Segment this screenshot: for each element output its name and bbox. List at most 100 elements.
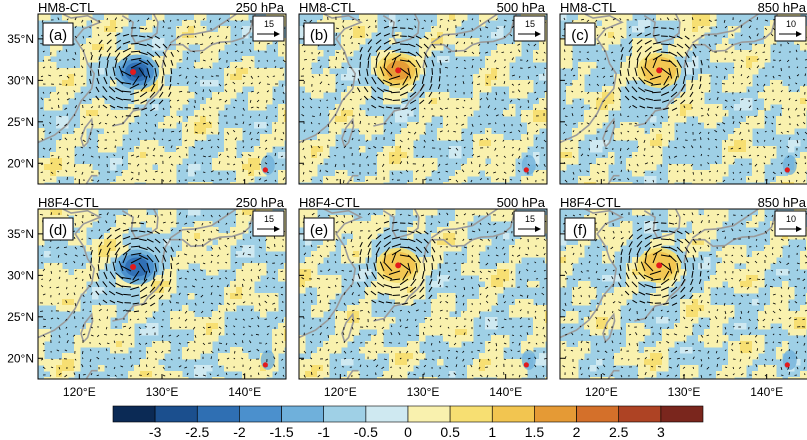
wind-vector bbox=[409, 99, 417, 104]
field-cell bbox=[68, 74, 75, 81]
field-cell bbox=[680, 164, 687, 171]
field-cell bbox=[590, 128, 597, 135]
field-cell bbox=[212, 251, 219, 258]
wind-vector bbox=[123, 293, 132, 296]
field-cell bbox=[74, 182, 81, 184]
field-cell bbox=[80, 164, 87, 171]
wind-vector bbox=[98, 308, 102, 312]
wind-vector bbox=[122, 252, 128, 264]
wind-vector bbox=[407, 179, 410, 183]
field-cell bbox=[200, 116, 207, 123]
field-cell bbox=[311, 140, 318, 147]
wind-vector bbox=[358, 19, 361, 21]
wind-vector bbox=[780, 179, 783, 184]
field-cell bbox=[758, 62, 765, 69]
wind-vector bbox=[631, 95, 638, 101]
wind-vector bbox=[73, 260, 76, 264]
field-cell bbox=[335, 182, 342, 184]
field-cell bbox=[80, 215, 87, 222]
field-cell bbox=[116, 335, 123, 342]
field-cell bbox=[401, 146, 408, 153]
field-cell bbox=[44, 365, 51, 372]
wind-vector bbox=[128, 19, 132, 23]
wind-vector bbox=[162, 115, 166, 117]
wind-vector bbox=[233, 221, 236, 224]
field-cell bbox=[794, 140, 801, 147]
wind-vector bbox=[375, 32, 382, 37]
wind-vector bbox=[628, 154, 632, 157]
field-cell bbox=[158, 353, 165, 360]
wind-vector bbox=[65, 318, 68, 321]
wind-vector bbox=[786, 59, 790, 63]
wind-vector bbox=[146, 212, 149, 216]
field-cell bbox=[566, 50, 573, 57]
wind-vector bbox=[201, 162, 204, 165]
field-cell bbox=[272, 134, 279, 141]
field-cell bbox=[734, 68, 741, 75]
wind-vector bbox=[335, 139, 339, 141]
wind-vector bbox=[795, 99, 798, 102]
field-cell bbox=[590, 104, 597, 111]
field-cell bbox=[218, 377, 225, 379]
panel-level-label: 850 hPa bbox=[758, 0, 807, 15]
field-cell bbox=[62, 116, 69, 123]
field-cell bbox=[632, 26, 639, 33]
field-cell bbox=[242, 221, 249, 228]
wind-vector bbox=[421, 155, 425, 158]
wind-vector bbox=[146, 59, 154, 68]
field-cell bbox=[86, 122, 93, 129]
field-cell bbox=[98, 263, 105, 270]
field-cell bbox=[200, 227, 207, 234]
wind-vector bbox=[42, 349, 46, 352]
wind-vector bbox=[242, 121, 245, 125]
wind-vector bbox=[535, 137, 538, 141]
field-cell bbox=[110, 239, 117, 246]
field-cell bbox=[758, 170, 765, 177]
field-cell bbox=[437, 104, 444, 111]
field-cell bbox=[170, 371, 177, 378]
wind-vector bbox=[194, 334, 197, 338]
field-cell bbox=[218, 38, 225, 45]
wind-vector bbox=[409, 91, 417, 98]
wind-vector bbox=[105, 67, 108, 77]
field-cell bbox=[254, 86, 261, 93]
field-cell bbox=[359, 146, 366, 153]
field-cell bbox=[359, 38, 366, 45]
field-cell bbox=[545, 50, 547, 57]
wind-vector bbox=[130, 214, 133, 217]
wind-vector bbox=[716, 91, 720, 93]
wind-vector bbox=[232, 333, 236, 336]
wind-vector bbox=[257, 75, 260, 78]
field-cell bbox=[449, 134, 456, 141]
field-cell bbox=[104, 20, 111, 27]
field-cell bbox=[224, 251, 231, 258]
wind-vector bbox=[518, 49, 521, 53]
wind-vector bbox=[359, 35, 363, 38]
wind-vector bbox=[343, 145, 347, 149]
wind-vector bbox=[131, 99, 140, 103]
field-cell bbox=[740, 122, 747, 129]
field-cell bbox=[596, 92, 603, 99]
field-cell bbox=[188, 251, 195, 258]
field-cell bbox=[266, 134, 273, 141]
field-cell bbox=[782, 116, 789, 123]
wind-vector bbox=[82, 153, 84, 157]
field-cell bbox=[86, 335, 93, 342]
field-cell bbox=[254, 92, 261, 99]
field-cell bbox=[50, 104, 57, 111]
wind-vector bbox=[249, 99, 252, 103]
field-cell bbox=[134, 371, 141, 378]
field-cell bbox=[341, 74, 348, 81]
field-cell bbox=[389, 20, 396, 27]
field-cell bbox=[758, 176, 765, 183]
wind-vector bbox=[493, 171, 497, 174]
wind-vector bbox=[501, 114, 505, 117]
field-cell bbox=[200, 50, 207, 57]
field-cell bbox=[236, 233, 243, 240]
wind-vector bbox=[612, 139, 616, 142]
field-cell bbox=[359, 182, 366, 184]
field-cell bbox=[419, 44, 426, 51]
field-cell bbox=[686, 14, 693, 21]
field-cell bbox=[800, 152, 807, 159]
field-cell bbox=[164, 182, 171, 184]
